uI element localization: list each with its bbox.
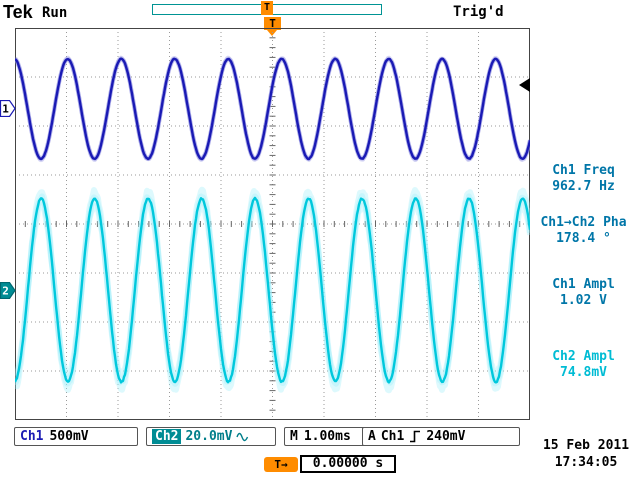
ch1-marker-label: 1 [2,103,9,116]
measurement-value: 74.8mV [527,365,640,381]
measurement-value: 962.7 Hz [527,179,640,195]
measurement-value: 1.02 V [527,293,640,309]
ac-coupling-icon [236,432,249,442]
measurement-ch1-ch2-phase: Ch1→Ch2 Pha 178.4 ° [527,215,640,247]
timebase-readout: M 1.00ms [284,427,372,446]
measurement-value: 178.4 ° [527,231,640,247]
ch2-label: Ch2 [152,429,181,444]
trigger-time-marker-icon: T→ [264,457,298,472]
trigger-level-arrow-icon [519,78,530,92]
measurement-ch1-ampl: Ch1 Ampl 1.02 V [527,277,640,309]
measurement-label: Ch1→Ch2 Pha [527,215,640,231]
ch2-scale-value: 20.0mV [185,429,232,444]
trigger-readout: A Ch1 240mV [362,427,520,446]
trigger-mode-label: A [368,429,376,444]
measurement-label: Ch1 Freq [527,163,640,179]
ch2-ground-marker-icon: 2 [0,282,16,299]
record-trigger-position-icon: T [261,1,273,15]
ch1-scale-readout: Ch1 500mV [14,427,138,446]
ch2-marker-label: 2 [2,285,9,298]
tek-logo: Tek [3,2,33,23]
ch2-scale-readout: Ch2 20.0mV [146,427,276,446]
trigger-time-value: 0.00000 s [300,455,396,473]
trigger-status-label: Trig'd [453,4,504,20]
measurement-label: Ch1 Ampl [527,277,640,293]
measurement-label: Ch2 Ampl [527,349,640,365]
ch1-scale-value: 500mV [49,429,88,444]
trigger-level-value: 240mV [426,429,465,444]
date-label: 15 Feb 2011 [532,438,640,453]
time-label: 17:34:05 [532,455,640,470]
measurement-ch1-freq: Ch1 Freq 962.7 Hz [527,163,640,195]
measurement-ch2-ampl: Ch2 Ampl 74.8mV [527,349,640,381]
ch1-ground-marker-icon: 1 [0,100,16,117]
rising-edge-slope-icon [409,430,421,443]
oscilloscope-screen: Tek Run T T Trig'd 1 2 Ch1 Freq 962.7 Hz… [0,0,640,480]
waveform-graticule [15,28,530,420]
acquisition-state-label: Run [42,5,67,21]
ch1-label: Ch1 [20,429,43,444]
timebase-value: 1.00ms [304,429,351,444]
main-timebase-label: M [290,429,298,444]
trigger-source-value: Ch1 [381,429,404,444]
